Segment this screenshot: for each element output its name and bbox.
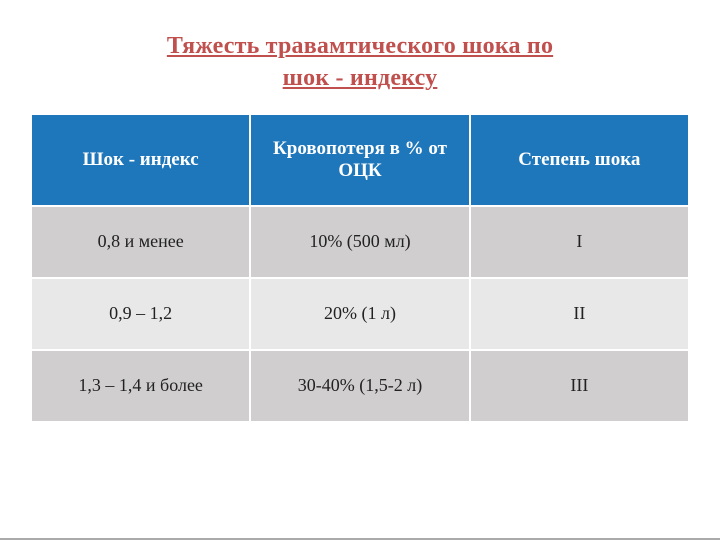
col-header-shock-degree: Степень шока [470, 114, 689, 206]
col-header-blood-loss: Кровопотеря в % от ОЦК [250, 114, 469, 206]
table-header-row: Шок - индекс Кровопотеря в % от ОЦК Степ… [31, 114, 689, 206]
col-header-shock-index: Шок - индекс [31, 114, 250, 206]
cell: 20% (1 л) [250, 278, 469, 350]
title-line-2: шок - индексу [283, 65, 438, 91]
title-line-1: Тяжесть травамтического шока по [167, 33, 553, 59]
cell: 1,3 – 1,4 и более [31, 350, 250, 422]
cell: 0,9 – 1,2 [31, 278, 250, 350]
table-row: 0,9 – 1,2 20% (1 л) II [31, 278, 689, 350]
shock-index-table: Шок - индекс Кровопотеря в % от ОЦК Степ… [30, 113, 690, 423]
cell: 30-40% (1,5-2 л) [250, 350, 469, 422]
table-row: 1,3 – 1,4 и более 30-40% (1,5-2 л) III [31, 350, 689, 422]
cell: I [470, 206, 689, 278]
table-row: 0,8 и менее 10% (500 мл) I [31, 206, 689, 278]
cell: 10% (500 мл) [250, 206, 469, 278]
slide-title: Тяжесть травамтического шока по шок - ин… [30, 30, 690, 95]
cell: II [470, 278, 689, 350]
slide: Тяжесть травамтического шока по шок - ин… [0, 0, 720, 540]
cell: 0,8 и менее [31, 206, 250, 278]
cell: III [470, 350, 689, 422]
